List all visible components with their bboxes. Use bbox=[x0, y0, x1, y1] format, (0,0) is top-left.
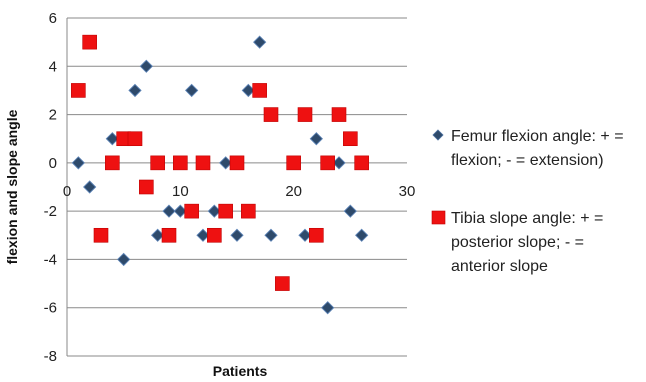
femur-point bbox=[355, 228, 369, 242]
y-tick-label: -4 bbox=[44, 251, 57, 268]
legend-item-tibia: Tibia slope angle: + = posterior slope; … bbox=[431, 210, 603, 275]
y-tick-label: 0 bbox=[49, 155, 57, 172]
y-tick-label: 4 bbox=[49, 58, 57, 75]
legend-item-femur: Femur flexion angle: + = flexion; - = ex… bbox=[432, 128, 624, 169]
femur-point bbox=[83, 180, 97, 194]
tibia-point bbox=[343, 131, 358, 147]
x-tick-label: 0 bbox=[63, 183, 71, 200]
femur-point bbox=[309, 132, 323, 146]
tibia-point bbox=[331, 107, 347, 122]
legend-marker-square bbox=[431, 210, 446, 225]
tibia-point bbox=[184, 203, 199, 219]
femur-point bbox=[173, 204, 187, 218]
x-tick-label: 20 bbox=[285, 183, 302, 200]
tibia-point bbox=[354, 155, 369, 171]
tibia-point bbox=[161, 227, 177, 243]
legend-label-tibia-line1: Tibia slope angle: + = bbox=[451, 210, 603, 227]
x-tick-label: 30 bbox=[399, 183, 416, 200]
femur-point bbox=[185, 83, 199, 98]
y-tick-label: -6 bbox=[44, 300, 57, 317]
tibia-point bbox=[71, 83, 86, 98]
femur-point bbox=[230, 228, 244, 242]
y-axis-title: flexion and slope angle bbox=[4, 109, 20, 264]
x-axis-title: Patients bbox=[213, 363, 268, 379]
femur-point bbox=[241, 83, 255, 98]
legend-label-tibia-line3: anterior slope bbox=[451, 258, 548, 275]
tibia-point bbox=[139, 179, 154, 195]
femur-point bbox=[196, 228, 210, 242]
x-tick-label: 10 bbox=[172, 183, 189, 200]
femur-point bbox=[253, 35, 267, 49]
y-tick-label: -2 bbox=[44, 203, 57, 220]
tibia-point bbox=[286, 155, 301, 171]
tibia-point bbox=[263, 107, 279, 122]
tibia-point bbox=[105, 155, 120, 171]
tibia-point bbox=[207, 227, 222, 243]
femur-point bbox=[207, 204, 221, 218]
x-tick-labels: 0 10 20 30 bbox=[63, 183, 416, 200]
tibia-point bbox=[309, 227, 324, 243]
femur-point bbox=[298, 228, 312, 242]
tibia-point bbox=[82, 34, 97, 50]
tibia-point bbox=[275, 276, 290, 291]
tibia-point bbox=[173, 155, 188, 171]
femur-point bbox=[117, 252, 131, 267]
tibia-point bbox=[218, 203, 233, 219]
legend-label-femur-line2: flexion; - = extension) bbox=[451, 152, 604, 169]
tibia-point bbox=[195, 155, 211, 171]
legend: Femur flexion angle: + = flexion; - = ex… bbox=[431, 128, 624, 275]
tibia-point bbox=[150, 155, 165, 171]
femur-point bbox=[71, 156, 85, 170]
tibia-point bbox=[93, 227, 109, 243]
femur-point bbox=[151, 228, 165, 242]
femur-point bbox=[105, 132, 119, 146]
femur-point bbox=[219, 156, 233, 170]
y-tick-label: -8 bbox=[44, 348, 57, 365]
legend-label-tibia-line2: posterior slope; - = bbox=[451, 234, 584, 251]
femur-point bbox=[332, 156, 346, 170]
femur-point bbox=[343, 204, 357, 218]
y-tick-labels: 6 4 2 0 -2 -4 -6 -8 bbox=[44, 10, 57, 365]
tibia-point bbox=[297, 107, 313, 122]
y-tick-label: 2 bbox=[49, 107, 57, 124]
tibia-point bbox=[229, 155, 245, 171]
gridlines bbox=[67, 17, 407, 357]
legend-label-femur-line1: Femur flexion angle: + = bbox=[451, 128, 624, 145]
femur-point bbox=[139, 59, 153, 73]
legend-marker-diamond bbox=[432, 129, 444, 141]
y-tick-label: 6 bbox=[49, 10, 57, 27]
tibia-point bbox=[241, 203, 256, 219]
tibia-point bbox=[127, 131, 143, 147]
femur-point bbox=[264, 228, 278, 242]
tibia-point bbox=[252, 83, 267, 98]
data-points bbox=[71, 34, 369, 315]
femur-point bbox=[321, 301, 335, 315]
tibia-point bbox=[320, 155, 335, 171]
femur-point bbox=[162, 204, 176, 218]
femur-point bbox=[128, 83, 142, 98]
